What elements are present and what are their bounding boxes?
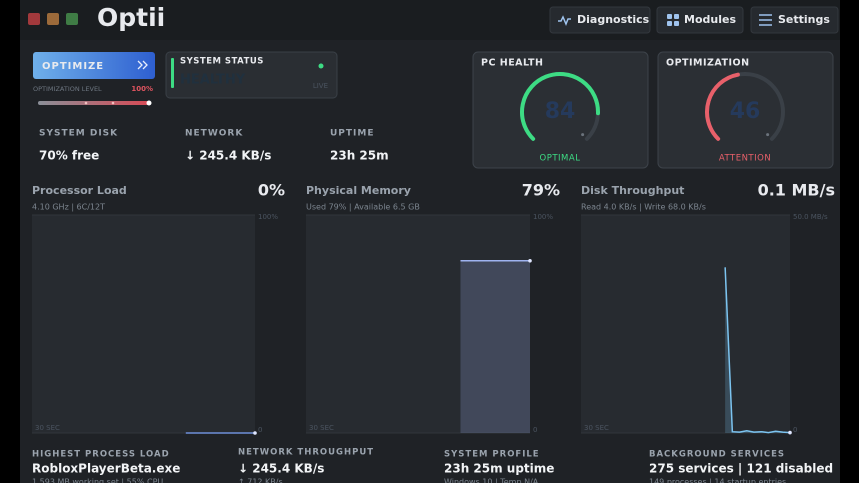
app-title: Optii xyxy=(97,3,165,32)
y-tick-label: 50.0 MB/s xyxy=(793,213,828,221)
live-label: LIVE xyxy=(313,82,328,90)
footer-detail: ↑ 712 KB/s xyxy=(238,478,283,483)
status-value: HEALTHY xyxy=(180,73,246,88)
panel-subtitle: 4.10 GHz | 6C/12T xyxy=(32,203,105,212)
footer-detail: 149 processes | 14 startup entries xyxy=(649,478,786,483)
gauge-card xyxy=(472,51,649,169)
nav-settings[interactable]: Settings xyxy=(750,6,839,34)
gauge-title: OPTIMIZATION xyxy=(666,58,750,69)
footer-value: 275 services | 121 disabled xyxy=(649,462,833,476)
nav-button[interactable] xyxy=(750,6,839,34)
line-end xyxy=(528,258,532,263)
nav-button[interactable] xyxy=(549,6,651,34)
stat-label: NETWORK xyxy=(185,129,243,139)
footer-label: SYSTEM PROFILE xyxy=(444,450,540,460)
footer-label: BACKGROUND SERVICES xyxy=(649,450,785,460)
close-button[interactable] xyxy=(28,13,40,25)
slider-dot xyxy=(84,101,88,105)
line xyxy=(724,267,791,434)
gauge-status: OPTIMAL xyxy=(540,154,581,164)
gauge-end xyxy=(581,133,585,137)
x-label: 30 SEC xyxy=(35,424,60,432)
plot-area xyxy=(32,215,255,433)
footer-value: ↓ 245.4 KB/s xyxy=(238,462,324,476)
panel-title: Physical Memory xyxy=(306,184,411,197)
x-label: 30 SEC xyxy=(309,424,334,432)
gauge-title: PC HEALTH xyxy=(481,58,543,69)
minimize-button[interactable] xyxy=(47,13,59,25)
nav-diagnostics[interactable]: Diagnostics xyxy=(549,6,651,34)
nav-button[interactable] xyxy=(656,6,744,34)
plot-area xyxy=(306,215,530,433)
footer-detail: Windows 10 | Temp N/A xyxy=(444,478,539,483)
nav-modules[interactable]: Modules xyxy=(656,6,744,34)
stat-value: 70% free xyxy=(39,149,99,163)
optimize-button[interactable] xyxy=(33,52,155,79)
nav-icon xyxy=(558,15,571,26)
level-value: 100% xyxy=(131,85,153,93)
level-slider[interactable] xyxy=(38,101,150,105)
footer-label: NETWORK THROUGHPUT xyxy=(238,448,374,458)
gauge-value: 84 xyxy=(545,99,576,124)
status-label: SYSTEM STATUS xyxy=(180,57,264,67)
nav-label[interactable]: Settings xyxy=(778,13,830,26)
optimize-arrow xyxy=(137,60,148,70)
gauge-status: ATTENTION xyxy=(719,154,771,164)
nav-icon xyxy=(667,14,679,26)
status-card xyxy=(165,51,338,99)
area xyxy=(460,260,530,433)
panel-value: 0.1 MB/s xyxy=(758,181,835,200)
footer-label: HIGHEST PROCESS LOAD xyxy=(32,450,170,460)
y-tick-label: 100% xyxy=(533,213,553,221)
y-tick-label: 0 xyxy=(533,426,537,434)
panel-title: Disk Throughput xyxy=(581,184,684,197)
nav-icon xyxy=(759,14,772,26)
panel-value: 0% xyxy=(258,181,285,200)
footer-value: RobloxPlayerBeta.exe xyxy=(32,462,180,476)
gauge-end xyxy=(766,133,770,137)
optimize-label[interactable]: OPTIMIZE xyxy=(42,61,104,72)
nav-label[interactable]: Diagnostics xyxy=(577,13,650,26)
line-end xyxy=(253,431,257,435)
plot-area xyxy=(581,215,790,433)
panel-value: 79% xyxy=(522,181,560,200)
gauge-card xyxy=(657,51,834,169)
maximize-button[interactable] xyxy=(66,13,78,25)
y-tick-label: 0 xyxy=(793,426,797,434)
y-tick-label: 0 xyxy=(258,426,262,434)
footer-detail: 1,593 MB working set | 55% CPU xyxy=(32,478,163,483)
x-label: 30 SEC xyxy=(584,424,609,432)
nav-label[interactable]: Modules xyxy=(684,13,736,26)
live-dot xyxy=(318,63,324,69)
panel-subtitle: Read 4.0 KB/s | Write 68.0 KB/s xyxy=(581,203,706,212)
level-label: OPTIMIZATION LEVEL xyxy=(33,85,102,93)
footer-value: 23h 25m uptime xyxy=(444,462,554,476)
stat-value: 23h 25m xyxy=(330,149,389,163)
stat-value: ↓ 245.4 KB/s xyxy=(185,149,271,163)
panel-title: Processor Load xyxy=(32,184,127,197)
stat-label: UPTIME xyxy=(330,129,375,139)
slider-thumb[interactable] xyxy=(146,100,152,106)
gauge-arc xyxy=(705,72,740,141)
gauge-value: 46 xyxy=(730,99,761,124)
slider-dot xyxy=(111,101,115,105)
gauge-arc xyxy=(520,72,600,141)
stat-label: SYSTEM DISK xyxy=(39,129,118,139)
y-tick-label: 100% xyxy=(258,213,278,221)
panel-subtitle: Used 79% | Available 6.5 GB xyxy=(306,203,420,212)
status-bar xyxy=(171,58,174,88)
line-end xyxy=(788,430,792,435)
